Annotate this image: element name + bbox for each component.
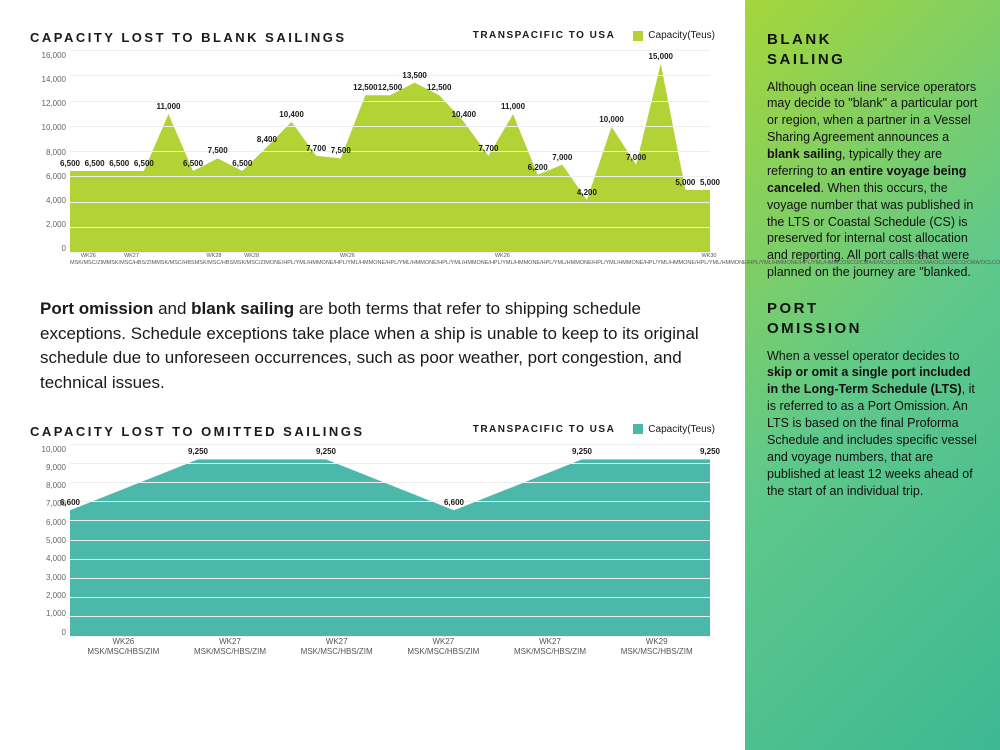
chart2-legend-label: Capacity(Teus) xyxy=(648,424,715,435)
omitted-sailings-chart: CAPACITY LOST TO OMITTED SAILINGS TRANSP… xyxy=(30,424,715,657)
chart1-xlabels: WK26MSK/MSC/ZIMWK27MSK/MSC/HBS/ZIM MSK/M… xyxy=(70,253,710,273)
legend-swatch xyxy=(633,424,643,434)
chart1-title: CAPACITY LOST TO BLANK SAILINGS xyxy=(30,30,347,45)
blank-heading: BLANKSAILING xyxy=(767,30,978,71)
port-heading: PORTOMISSION xyxy=(767,299,978,340)
port-omission-section: PORTOMISSION When a vessel operator deci… xyxy=(767,299,978,499)
blank-sailing-section: BLANKSAILING Although ocean line service… xyxy=(767,30,978,281)
chart1-legend: Capacity(Teus) xyxy=(633,30,715,41)
chart2-yaxis: 01,0002,0003,0004,0005,0006,0007,0008,00… xyxy=(30,445,66,637)
chart1-legend-label: Capacity(Teus) xyxy=(648,30,715,41)
chart2-legend: Capacity(Teus) xyxy=(633,424,715,435)
chart2-svg xyxy=(70,445,710,637)
left-column: CAPACITY LOST TO BLANK SAILINGS TRANSPAC… xyxy=(0,0,745,750)
chart1-yaxis: 02,0004,0006,0008,00010,00012,00014,0001… xyxy=(30,51,66,253)
chart2-title: CAPACITY LOST TO OMITTED SAILINGS xyxy=(30,424,365,439)
chart2-canvas: 01,0002,0003,0004,0005,0006,0007,0008,00… xyxy=(30,445,715,657)
legend-swatch xyxy=(633,31,643,41)
chart1-plot-area: 6,5006,5006,5006,50011,0006,5007,5006,50… xyxy=(70,51,710,253)
blank-sailings-chart: CAPACITY LOST TO BLANK SAILINGS TRANSPAC… xyxy=(30,30,715,273)
middle-paragraph: Port omission and blank sailing are both… xyxy=(40,297,705,396)
chart2-subtitle: TRANSPACIFIC TO USA xyxy=(473,424,616,435)
port-body: When a vessel operator decides to skip o… xyxy=(767,348,978,500)
chart1-subtitle: TRANSPACIFIC TO USA xyxy=(473,30,616,41)
chart2-plot-area: 6,6009,2509,2506,6009,2509,250 xyxy=(70,445,710,637)
chart1-canvas: 02,0004,0006,0008,00010,00012,00014,0001… xyxy=(30,51,715,273)
chart1-svg xyxy=(70,51,710,253)
blank-body: Although ocean line service operators ma… xyxy=(767,79,978,282)
sidebar: BLANKSAILING Although ocean line service… xyxy=(745,0,1000,750)
chart2-xlabels: WK26MSK/MSC/HBS/ZIMWK27MSK/MSC/HBS/ZIMWK… xyxy=(70,637,710,657)
